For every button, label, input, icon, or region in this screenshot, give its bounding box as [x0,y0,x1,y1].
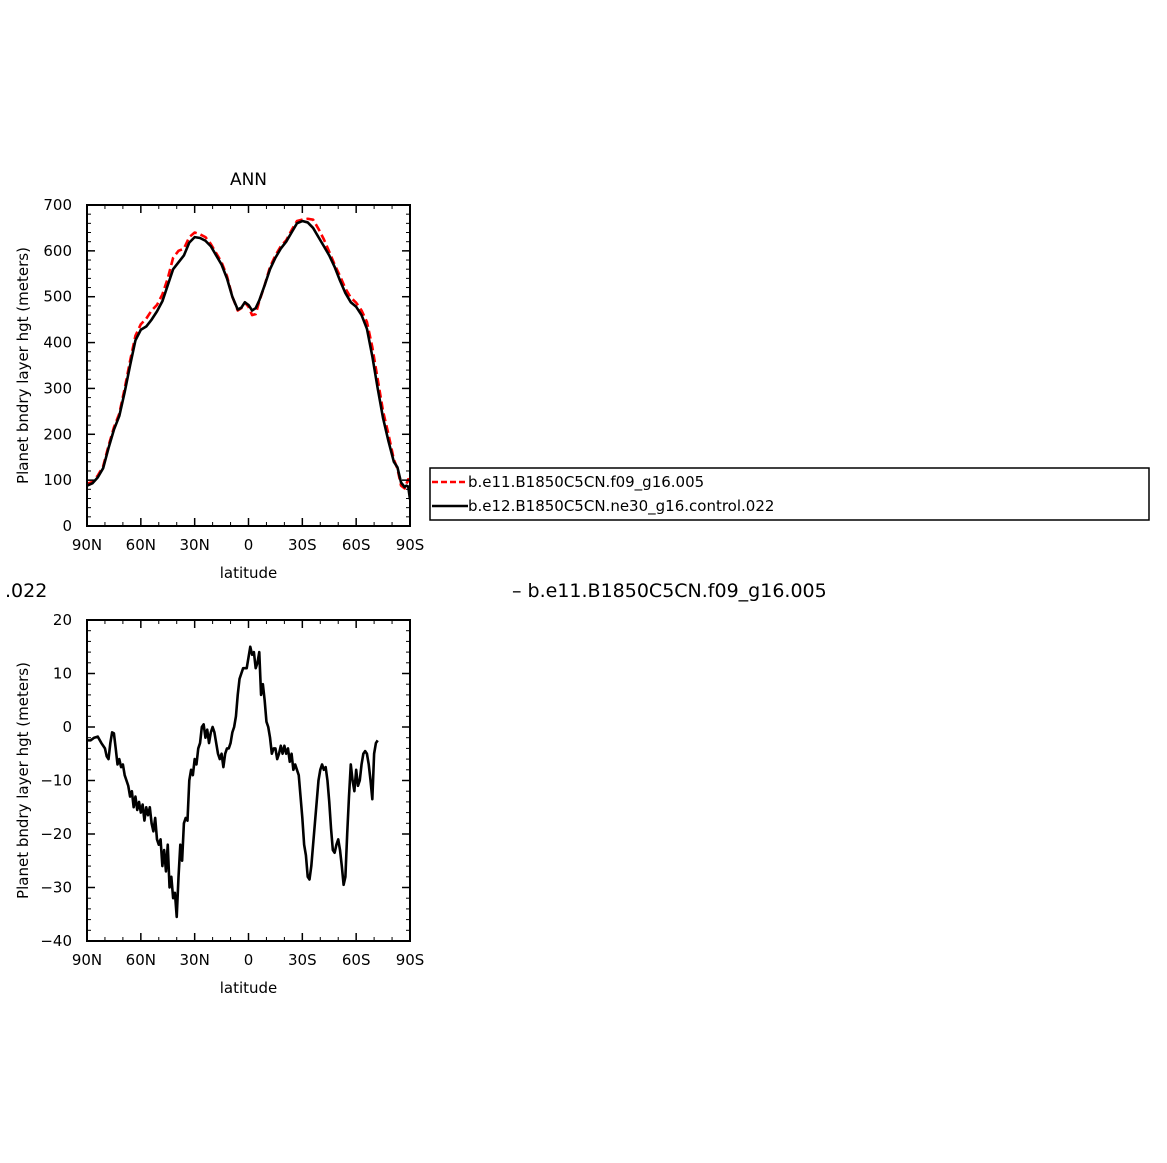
x-tick-label: 90S [396,536,425,554]
y-tick-label: −10 [40,772,72,790]
x-tick-label: 30N [180,951,210,969]
y-tick-label: 20 [53,611,72,629]
y-tick-label: 200 [43,425,72,443]
legend-box [429,467,1150,521]
y-tick-label: 0 [62,517,72,535]
diff-caption-left-fragment: .022 [5,580,47,602]
legend-label-series-2: b.e12.B1850C5CN.ne30_g16.control.022 [468,497,774,516]
series-line-1 [87,217,410,497]
legend: b.e11.B1850C5CN.f09_g16.005 b.e12.B1850C… [429,467,1150,521]
y-tick-label: 100 [43,471,72,489]
x-tick-label: 0 [244,951,254,969]
y-tick-label: −20 [40,825,72,843]
legend-label-series-1: b.e11.B1850C5CN.f09_g16.005 [468,473,704,492]
x-tick-label: 30S [288,951,317,969]
x-tick-label: 30N [180,536,210,554]
top-line-chart: 90N 60N 30N 0 30S 60S 90S 0 100 200 300 400 500 600 70… [14,170,424,582]
y-tick-label: −30 [40,879,72,897]
y-tick-label: 10 [53,665,72,683]
x-tick-label: 60S [342,951,371,969]
x-axis-label: latitude [220,564,278,582]
y-tick-label: 500 [43,288,72,306]
x-tick-label: 60N [126,951,156,969]
series-line-1 [87,645,379,919]
x-tick-label: 60N [126,536,156,554]
x-tick-label: 90N [72,951,102,969]
difference-line-chart: 90N 60N 30N 0 30S 60S 90S −40 −30 −20 −10 0 10 20 lati… [14,611,424,997]
y-tick-label: 700 [43,196,72,214]
plot-frame [86,204,411,527]
x-tick-label: 0 [244,536,254,554]
plot-frame [86,619,411,942]
y-tick-label: 400 [43,334,72,352]
y-tick-label: −40 [40,932,72,950]
x-tick-label: 90N [72,536,102,554]
series-line-2 [87,219,410,500]
y-axis-label: Planet bndry layer hgt (meters) [14,247,32,484]
y-tick-label: 600 [43,242,72,260]
y-axis-label: Planet bndry layer hgt (meters) [14,662,32,899]
x-axis-label: latitude [220,979,278,997]
x-tick-label: 30S [288,536,317,554]
chart-title: ANN [230,170,267,190]
x-tick-label: 60S [342,536,371,554]
diff-caption-right-text: – b.e11.B1850C5CN.f09_g16.005 [512,580,827,602]
x-tick-label: 90S [396,951,425,969]
y-tick-label: 300 [43,379,72,397]
y-tick-label: 0 [62,718,72,736]
